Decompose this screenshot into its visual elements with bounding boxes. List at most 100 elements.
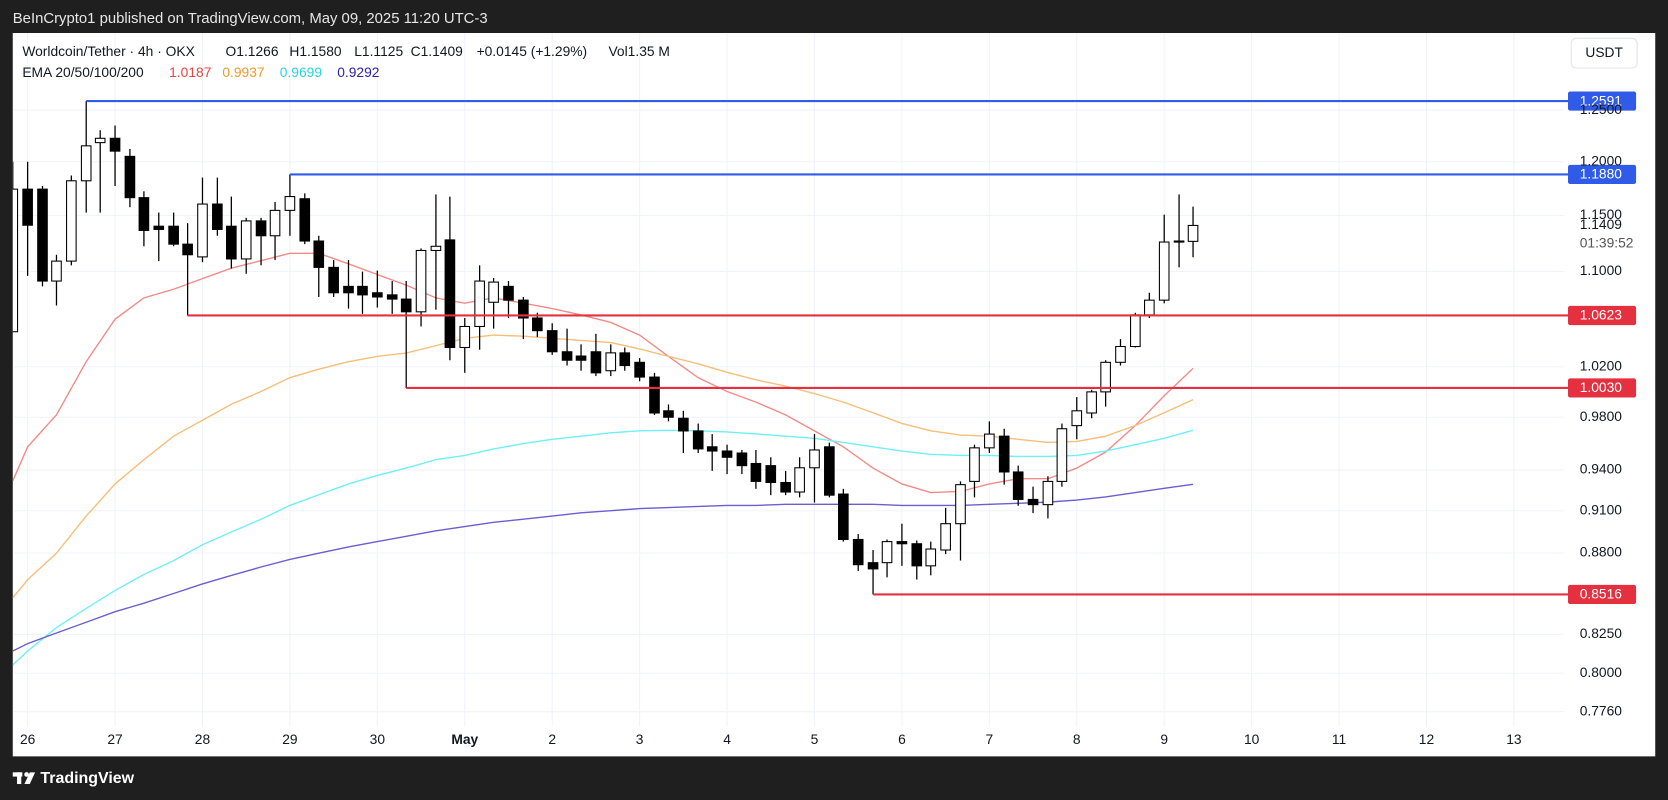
candle-body xyxy=(561,351,573,361)
candle-body xyxy=(546,330,558,353)
candle-body xyxy=(459,325,471,349)
x-tick-label: 8 xyxy=(1073,731,1081,747)
x-tick-label: 30 xyxy=(370,731,386,747)
candle-body xyxy=(328,266,339,294)
y-tick-label: 0.8800 xyxy=(1580,544,1623,560)
candle-body xyxy=(488,281,499,303)
currency-box[interactable] xyxy=(1570,37,1638,69)
candle-body xyxy=(867,562,879,570)
candle-body xyxy=(1158,241,1170,301)
candle-body xyxy=(138,197,150,231)
panel xyxy=(12,32,1656,757)
candle-body xyxy=(518,299,529,319)
candle-body xyxy=(1100,361,1111,393)
x-tick-label: 6 xyxy=(898,731,906,747)
candle-body xyxy=(212,203,223,230)
candle-body xyxy=(284,196,296,211)
candle-body xyxy=(269,209,281,237)
indicator-value: 1.0187 xyxy=(169,64,211,80)
quote-field: H1.1580 xyxy=(289,43,342,59)
candle-body xyxy=(357,285,368,296)
x-tick-label: 26 xyxy=(20,731,36,747)
candle-body xyxy=(794,467,805,493)
candle-body xyxy=(415,249,427,313)
candle-body xyxy=(706,446,718,452)
x-tick-label: 29 xyxy=(282,731,298,747)
y-tick-label: 0.8250 xyxy=(1580,625,1623,641)
candle-body xyxy=(1144,299,1155,316)
ema-line xyxy=(12,252,1194,494)
level-tag xyxy=(1568,378,1637,398)
candle-body xyxy=(692,430,704,450)
candle-body xyxy=(255,220,267,237)
candle-body xyxy=(1042,480,1054,506)
candle-body xyxy=(634,361,645,378)
x-tick-label: 7 xyxy=(985,731,993,747)
x-tick-label: 10 xyxy=(1244,731,1260,747)
candle-body xyxy=(925,548,937,567)
candle-body xyxy=(80,145,92,182)
brand: TradingView xyxy=(40,770,134,787)
candle-body xyxy=(809,449,820,469)
candle-body xyxy=(1056,428,1068,482)
candle-body xyxy=(299,198,311,242)
ema-line xyxy=(12,483,1194,652)
candle-body xyxy=(51,260,62,282)
candle-body xyxy=(1027,498,1039,506)
candle-body xyxy=(838,493,849,541)
quote-field: L1.1125 xyxy=(354,43,403,59)
candle-body xyxy=(430,245,442,251)
candle-body xyxy=(678,417,689,432)
candle-body xyxy=(532,317,543,332)
candle-body xyxy=(721,450,733,458)
x-tick-label: 2 xyxy=(548,731,556,747)
ema-line xyxy=(12,429,1194,666)
candle-body xyxy=(896,541,908,545)
candle-body xyxy=(94,137,106,144)
y-tick-label: 0.9400 xyxy=(1580,460,1623,476)
candle-body xyxy=(1130,314,1141,348)
level-tag xyxy=(1568,91,1637,111)
indicator-value: 0.9937 xyxy=(222,64,264,80)
candle-body xyxy=(1187,224,1199,242)
candle-body xyxy=(750,462,762,482)
candle-body xyxy=(66,180,77,262)
candle-body xyxy=(372,292,383,298)
quote-field: +0.0145 (+1.29%) xyxy=(477,43,588,59)
candle-body xyxy=(182,243,193,256)
candle-body xyxy=(824,446,835,496)
candle-body xyxy=(940,523,951,551)
indicator-value: 0.9699 xyxy=(280,64,323,80)
candle-body xyxy=(12,188,19,333)
candle-body xyxy=(37,188,48,282)
level-label: 1.2591 xyxy=(1580,92,1622,108)
y-tick-label: 0.7760 xyxy=(1580,702,1623,718)
quote-field: Vol1.35 M xyxy=(608,43,669,59)
candle-body xyxy=(240,220,252,260)
candle-body xyxy=(765,465,777,484)
candle-body xyxy=(590,351,602,374)
candle-body xyxy=(400,298,412,313)
level-tag xyxy=(1568,584,1637,604)
candle-body xyxy=(1086,391,1097,414)
y-tick-label: 1.2000 xyxy=(1580,152,1623,168)
x-tick-label: 9 xyxy=(1160,731,1168,747)
x-tick-label: 11 xyxy=(1332,731,1346,747)
x-tick-label: May xyxy=(451,731,478,747)
candle-body xyxy=(153,225,165,230)
y-tick-label: 1.1500 xyxy=(1580,206,1623,222)
candle-body xyxy=(663,410,674,418)
candle-body xyxy=(969,447,980,482)
candle-body xyxy=(911,543,923,567)
quote-field: O1.1266 xyxy=(226,43,279,59)
symbol-title: Worldcoin/Tether · 4h · OKX xyxy=(22,43,194,59)
x-tick-label: 12 xyxy=(1419,731,1434,747)
candle-body xyxy=(575,355,587,361)
level-label: 0.8516 xyxy=(1580,586,1623,602)
candle-body xyxy=(386,294,398,300)
quote-field: C1.1409 xyxy=(411,43,464,59)
candle-body xyxy=(984,433,995,449)
currency[interactable]: USDT xyxy=(1585,44,1623,60)
candle-body xyxy=(649,376,660,414)
